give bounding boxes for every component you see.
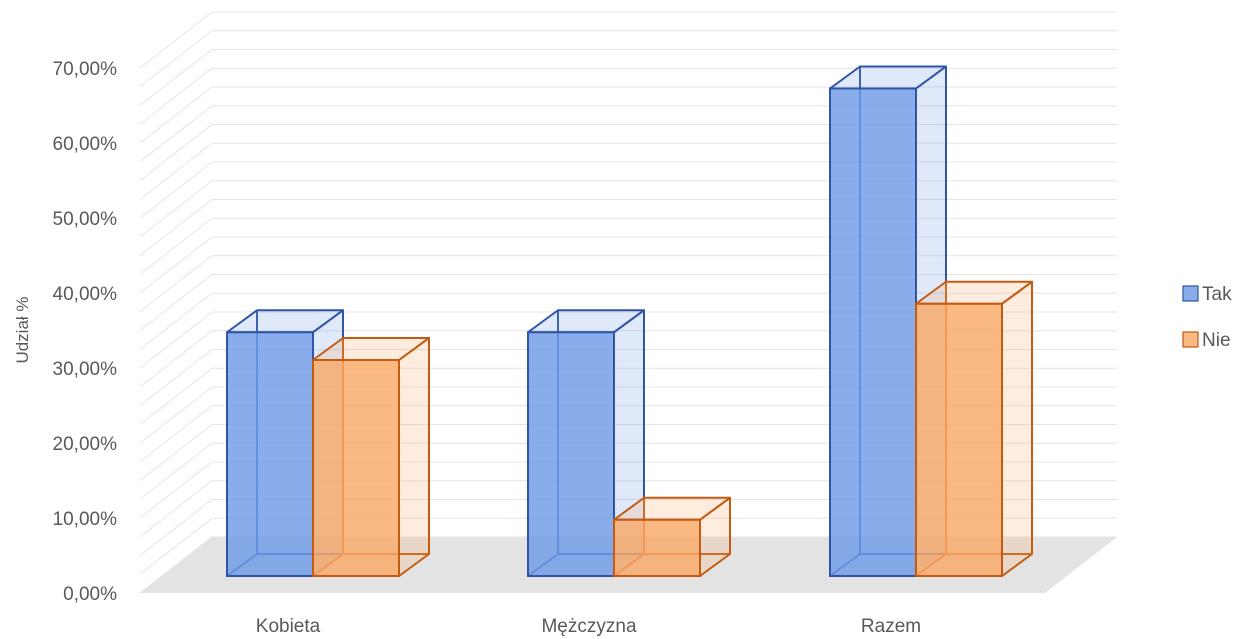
y-axis-title: Udział % bbox=[13, 296, 32, 363]
y-tick-label: 50,00% bbox=[53, 209, 118, 230]
y-tick-label: 0,00% bbox=[63, 584, 117, 605]
gridline bbox=[139, 199, 1117, 256]
gridline bbox=[139, 499, 1117, 556]
bar-side-face bbox=[398, 337, 430, 577]
bar-front-face bbox=[527, 331, 615, 577]
bar-nie-2 bbox=[915, 280, 1033, 577]
y-tick-label: 20,00% bbox=[53, 434, 118, 455]
gridline bbox=[139, 67, 1117, 125]
bar-front-face bbox=[829, 87, 917, 577]
gridline bbox=[139, 274, 1117, 331]
y-axis-ticks: 0,00% 10,00% 20,00% 30,00% 40,00% 50,00% 60,00… bbox=[53, 59, 118, 605]
bars bbox=[226, 65, 1033, 577]
bar-tak-1 bbox=[527, 309, 645, 577]
gridlines bbox=[139, 11, 1117, 594]
gridline bbox=[139, 11, 1117, 69]
gridline bbox=[139, 311, 1117, 369]
y-tick-label: 10,00% bbox=[53, 509, 118, 530]
gridline bbox=[139, 292, 1117, 350]
gridline bbox=[139, 217, 1117, 275]
gridline bbox=[139, 442, 1117, 500]
y-tick-label: 30,00% bbox=[53, 359, 118, 380]
gridline bbox=[139, 386, 1117, 444]
legend-label: Nie bbox=[1202, 330, 1231, 351]
gridline bbox=[139, 255, 1117, 313]
legend-label: Tak bbox=[1202, 284, 1232, 305]
y-tick-label: 40,00% bbox=[53, 284, 118, 305]
gridline bbox=[139, 142, 1117, 200]
y-tick-label: 60,00% bbox=[53, 134, 118, 155]
gridline bbox=[139, 480, 1117, 538]
bar-nie-1 bbox=[613, 496, 731, 577]
bar-nie-0 bbox=[312, 337, 430, 577]
gridline bbox=[139, 86, 1117, 144]
gridline bbox=[139, 517, 1117, 575]
gridline bbox=[139, 124, 1117, 181]
gridline bbox=[139, 236, 1117, 294]
legend-item-tak: Tak bbox=[1182, 284, 1232, 305]
gridline bbox=[139, 49, 1117, 106]
gridline bbox=[139, 424, 1117, 481]
gridline bbox=[139, 180, 1117, 238]
legend-item-nie: Nie bbox=[1182, 330, 1231, 351]
gridline bbox=[139, 349, 1117, 406]
x-category-label: Razem bbox=[861, 616, 921, 637]
bar-front-face bbox=[613, 518, 701, 577]
x-category-label: Mężczyzna bbox=[541, 616, 636, 637]
bar-front-face bbox=[915, 302, 1003, 577]
y-tick-label: 70,00% bbox=[53, 59, 118, 80]
legend-swatch bbox=[1182, 285, 1199, 302]
legend-swatch bbox=[1182, 331, 1199, 348]
bar-front-face bbox=[312, 359, 400, 577]
gridline bbox=[139, 161, 1117, 219]
x-category-label: Kobieta bbox=[256, 616, 321, 637]
gridline bbox=[139, 105, 1117, 163]
legend: Tak Nie bbox=[1182, 284, 1232, 351]
bar-side-face bbox=[1001, 280, 1033, 577]
gridline bbox=[139, 330, 1117, 388]
gridline bbox=[139, 367, 1117, 425]
gridline bbox=[139, 461, 1117, 519]
gridline bbox=[139, 405, 1117, 463]
x-axis-categories: Kobieta Mężczyzna Razem bbox=[256, 616, 921, 637]
bar-front-face bbox=[226, 331, 314, 577]
gridline bbox=[139, 30, 1117, 88]
